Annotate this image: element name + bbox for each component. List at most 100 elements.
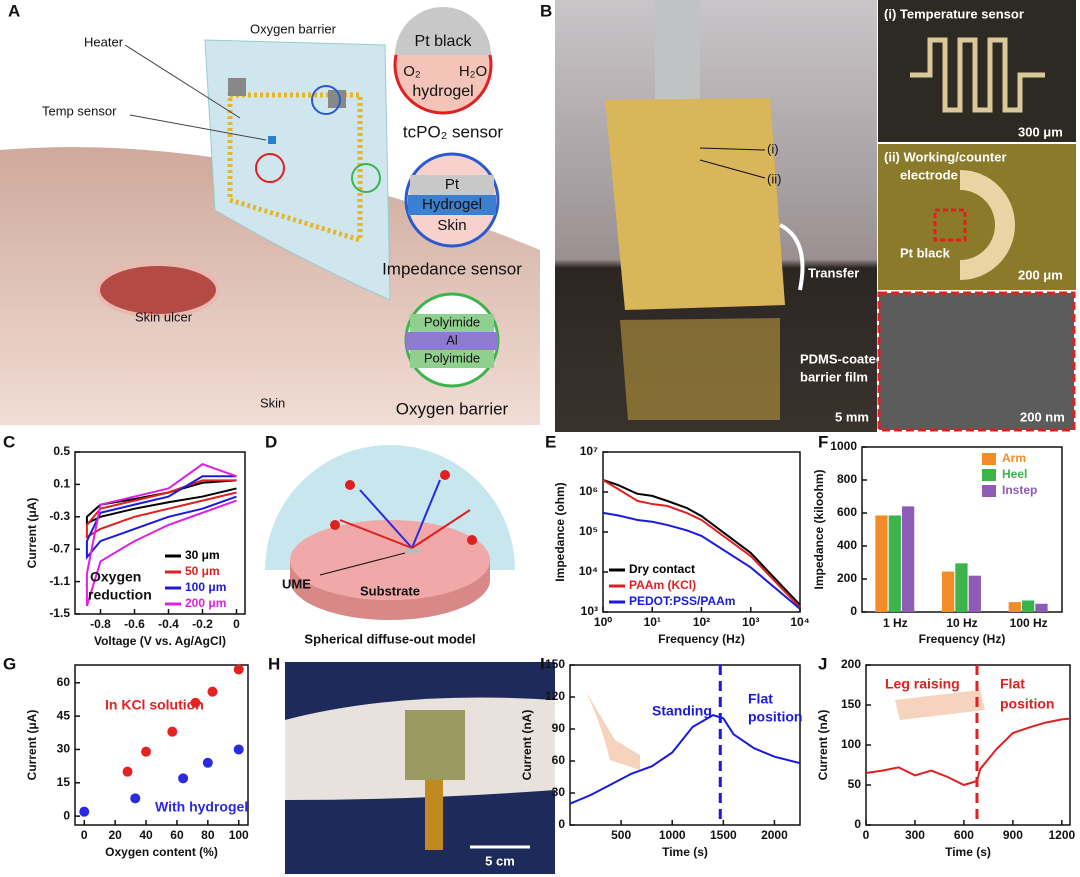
- line: [85, 475, 237, 561]
- y-tick-label: 600: [837, 505, 857, 519]
- label: Pt black: [415, 33, 473, 50]
- label: Polyimide: [424, 350, 480, 365]
- label: 5 cm: [485, 853, 515, 868]
- bar: [875, 515, 888, 612]
- line: [602, 479, 801, 609]
- label: (i): [767, 141, 779, 156]
- y-tick-label: 800: [837, 472, 857, 486]
- x-axis-label: Frequency (Hz): [919, 632, 1006, 646]
- panel-label: E: [545, 432, 556, 451]
- x-tick-label: -0.8: [90, 617, 111, 631]
- point: [233, 664, 244, 675]
- y-tick-label: 10³: [581, 604, 598, 618]
- panel-label: I: [540, 654, 545, 673]
- y-axis-label: Current (μA): [25, 710, 39, 781]
- ume: [404, 546, 420, 554]
- legend-label: 30 μm: [185, 548, 220, 562]
- y-axis-label: Current (nA): [816, 710, 830, 781]
- y-tick-label: -1.1: [49, 574, 70, 588]
- x-tick-label: 10⁴: [790, 615, 809, 629]
- label: Hydrogel: [422, 196, 482, 213]
- label: O₂: [403, 63, 421, 80]
- panel-a: Heater Temp sensor Oxygen barrier Skin u…: [0, 7, 540, 425]
- bar: [902, 506, 915, 612]
- x-tick-label: 1500: [710, 828, 737, 842]
- x-tick-label: 10⁰: [594, 615, 612, 629]
- y-tick-label: 10⁷: [580, 444, 598, 458]
- arrow: [779, 223, 805, 291]
- label: (i) Temperature sensor: [884, 6, 1024, 21]
- y-tick-label: 10⁴: [579, 564, 598, 578]
- line: [865, 717, 1071, 787]
- line: [569, 714, 801, 805]
- label: tcPO₂ sensor: [403, 122, 503, 141]
- y-tick-label: 10⁶: [579, 484, 598, 498]
- label: Heater: [84, 34, 124, 49]
- x-tick-label: 20: [108, 828, 122, 842]
- bar: [968, 575, 981, 612]
- y-tick-label: 0: [558, 817, 565, 831]
- tab: [655, 0, 700, 105]
- layer: [406, 332, 498, 350]
- x-tick-label: 1200: [1048, 828, 1075, 842]
- panel-label: C: [3, 432, 15, 451]
- device: [605, 98, 785, 310]
- label: (ii): [767, 171, 781, 186]
- temp-sensor: [268, 136, 276, 144]
- arrow: [411, 509, 471, 549]
- annotation: Flat: [748, 691, 773, 707]
- legend-label: 50 μm: [185, 564, 220, 578]
- pad: [328, 90, 346, 108]
- label: 300 μm: [1018, 124, 1063, 139]
- label: Substrate: [360, 583, 420, 598]
- leader: [124, 44, 241, 119]
- point: [202, 757, 213, 768]
- y-axis-label: Impedance (ohm): [553, 482, 567, 581]
- plot-frame: [74, 451, 246, 615]
- pt-layer: [410, 175, 494, 195]
- molecule: [440, 470, 450, 480]
- point: [178, 773, 189, 784]
- x-tick-label: 100 Hz: [1010, 616, 1048, 630]
- annotation: Leg raising: [885, 676, 960, 692]
- panel-h: 5 cm: [285, 662, 555, 874]
- annotation: In KCl solution: [105, 697, 204, 713]
- label: Al: [446, 332, 458, 347]
- x-tick-label: -0.2: [192, 617, 213, 631]
- bar: [888, 515, 901, 612]
- legend-label: Arm: [1002, 451, 1026, 465]
- point: [207, 686, 218, 697]
- y-tick-label: 200: [837, 571, 857, 585]
- y-tick-label: 0: [854, 817, 861, 831]
- legend-label: Instep: [1002, 483, 1037, 497]
- label: Oxygen barrier: [250, 21, 337, 36]
- y-tick-label: 200: [841, 657, 861, 671]
- y-tick-label: 10⁵: [579, 524, 598, 538]
- molecule: [467, 535, 477, 545]
- y-tick-label: 45: [57, 708, 71, 722]
- y-axis-label: Current (nA): [520, 710, 534, 781]
- x-tick-label: 40: [139, 828, 153, 842]
- y-tick-label: 0.5: [53, 444, 70, 458]
- x-tick-label: 1 Hz: [883, 616, 908, 630]
- leader: [319, 552, 406, 576]
- panel-b: (i) (ii) Transfer PDMS-coated barrier fi…: [555, 0, 1076, 432]
- leg-illustration: [585, 690, 640, 770]
- circle-blue: [311, 85, 341, 115]
- leader: [699, 159, 766, 179]
- x-axis-label: Frequency (Hz): [658, 632, 745, 646]
- x-tick-label: 80: [201, 828, 215, 842]
- counter-electrode: [960, 170, 1015, 280]
- x-axis-label: Time (s): [945, 845, 991, 859]
- label: H₂O: [459, 63, 487, 80]
- label: Skin: [437, 217, 466, 234]
- line: [85, 479, 237, 539]
- y-tick-label: 60: [552, 753, 566, 767]
- x-tick-label: 300: [905, 828, 925, 842]
- bar: [1035, 603, 1048, 612]
- x-tick-label: -0.6: [124, 617, 145, 631]
- y-tick-label: -0.7: [49, 541, 70, 555]
- legend-swatch: [982, 453, 996, 465]
- x-tick-label: 0: [81, 828, 88, 842]
